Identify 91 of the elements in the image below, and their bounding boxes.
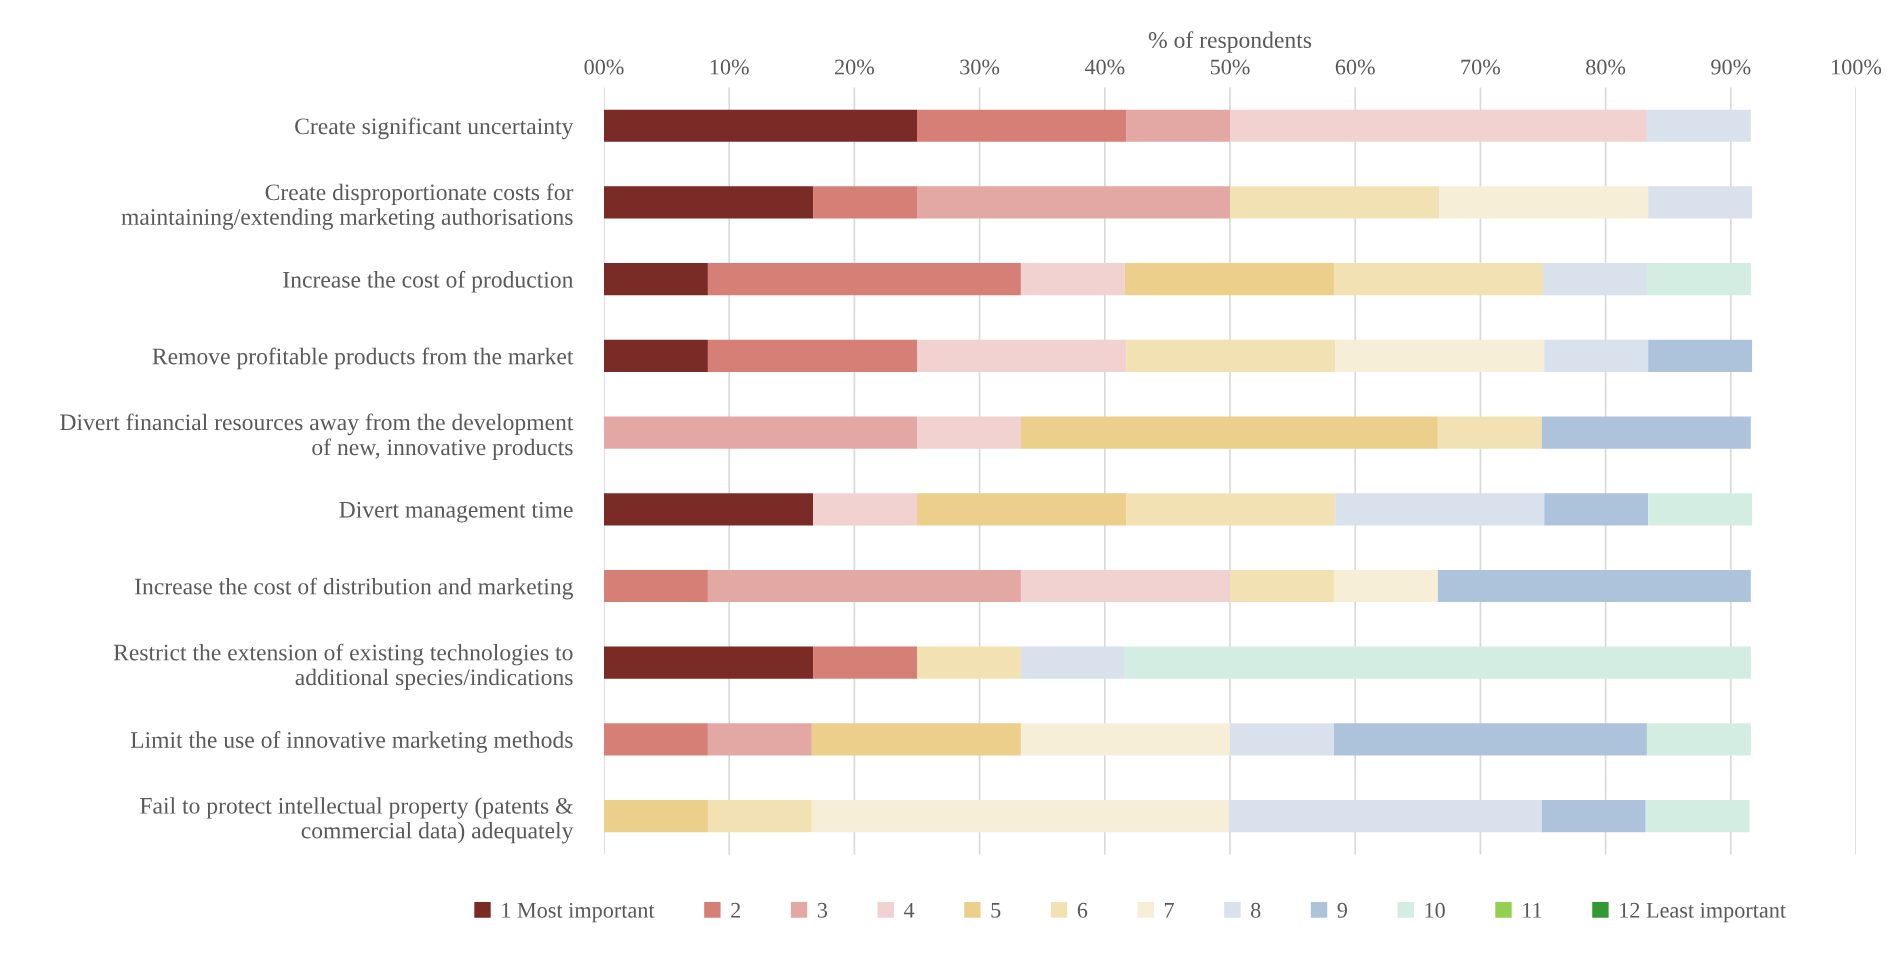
x-tick-label: 10% [710,59,749,75]
bar [1335,339,1545,372]
bar [1020,569,1230,603]
bar [917,646,1021,679]
y-tick-label: Remove profitable products from the market [152,347,574,370]
legend-label: 1 Most important [502,902,655,923]
bar [604,723,708,756]
bar [1437,569,1751,603]
bar [813,646,917,679]
y-tick-label: Fail to protect intellectual property (patents & commercial data) adequately [140,797,574,844]
bar [604,646,814,679]
bar [707,263,1021,296]
legend-label: 9 [1337,902,1348,918]
bar [1648,339,1753,372]
legend-label: 5 [991,903,1001,918]
legend-label: 12 Least important [1620,902,1786,923]
bar [1228,800,1542,833]
bar [917,339,1127,372]
bar [1544,493,1649,526]
bar [1230,186,1440,219]
bar [917,109,1127,142]
y-tick-label: Restrict the extension of existing technologies to additional species/indications [113,643,573,691]
bar [1230,723,1334,756]
bar [1020,263,1125,296]
y-tick-label: Divert financial resources away from the development of new, innovative products [60,413,574,461]
legend-label: 10 [1425,902,1445,918]
bar [1646,109,1751,142]
legend-label: 2 [731,902,741,918]
x-tick-label: 90% [1711,59,1751,75]
legend-label: 6 [1077,902,1088,918]
bar [1230,569,1334,603]
bar [707,723,812,756]
bar [1646,723,1751,756]
bar [1333,723,1647,756]
bar [604,339,708,372]
x-tick-label: 80% [1586,59,1626,75]
x-tick-label: 100% [1832,59,1882,75]
y-tick-label: Divert management time [339,501,573,523]
bar [1335,493,1545,526]
x-tick-label: 40% [1084,59,1125,75]
x-axis-title: % of respondents [1148,31,1312,53]
bar [604,109,917,142]
bar [1541,800,1646,833]
bar [1230,109,1647,142]
x-tick-label: 30% [960,59,1000,75]
bar [813,186,917,219]
legend-label: 3 [817,902,828,918]
bar [707,339,917,372]
bar [1126,109,1230,142]
y-tick-label: Limit the use of innovative marketing methods [130,731,573,753]
bar [811,800,1229,833]
legend-label: 11 [1523,902,1542,918]
bar [604,493,814,526]
bar [1333,263,1543,296]
legend-label: 4 [903,902,915,918]
bar [1124,263,1334,296]
bar [1020,723,1230,756]
bar [604,186,814,219]
bar [811,723,1021,756]
x-tick-label: 60% [1335,59,1375,75]
bar [1126,493,1336,526]
bar [604,416,917,449]
bar [1437,416,1542,449]
bar [604,263,708,296]
bar [707,800,812,833]
x-tick-label: 70% [1461,59,1501,75]
x-tick-label: 20% [835,59,875,75]
bar [1541,416,1751,449]
bar [917,416,1021,449]
y-tick-label: Create significant uncertainty [295,117,574,140]
x-tick-label: 00% [584,59,624,75]
bar [813,493,917,526]
y-tick-label: Increase the cost of distribution and marketing [134,577,573,600]
bar [1020,416,1438,449]
y-tick-label: Increase the cost of production [283,270,574,293]
y-tick-label: Create disproportionate costs for maintaining/extending marketing authorisations [121,183,574,230]
x-tick-label: 50% [1210,59,1250,75]
legend-label: 8 [1251,902,1261,918]
bar [1126,339,1336,372]
bar [1648,493,1753,526]
bar [1333,569,1438,603]
bar [604,800,708,833]
bar [1544,339,1649,372]
bar [1648,186,1753,219]
bar [1439,186,1649,219]
bar [707,569,1021,603]
bar [917,493,1127,526]
bar [917,186,1230,219]
bar [604,569,708,603]
bar [1645,800,1750,833]
legend-label: 7 [1164,903,1174,918]
